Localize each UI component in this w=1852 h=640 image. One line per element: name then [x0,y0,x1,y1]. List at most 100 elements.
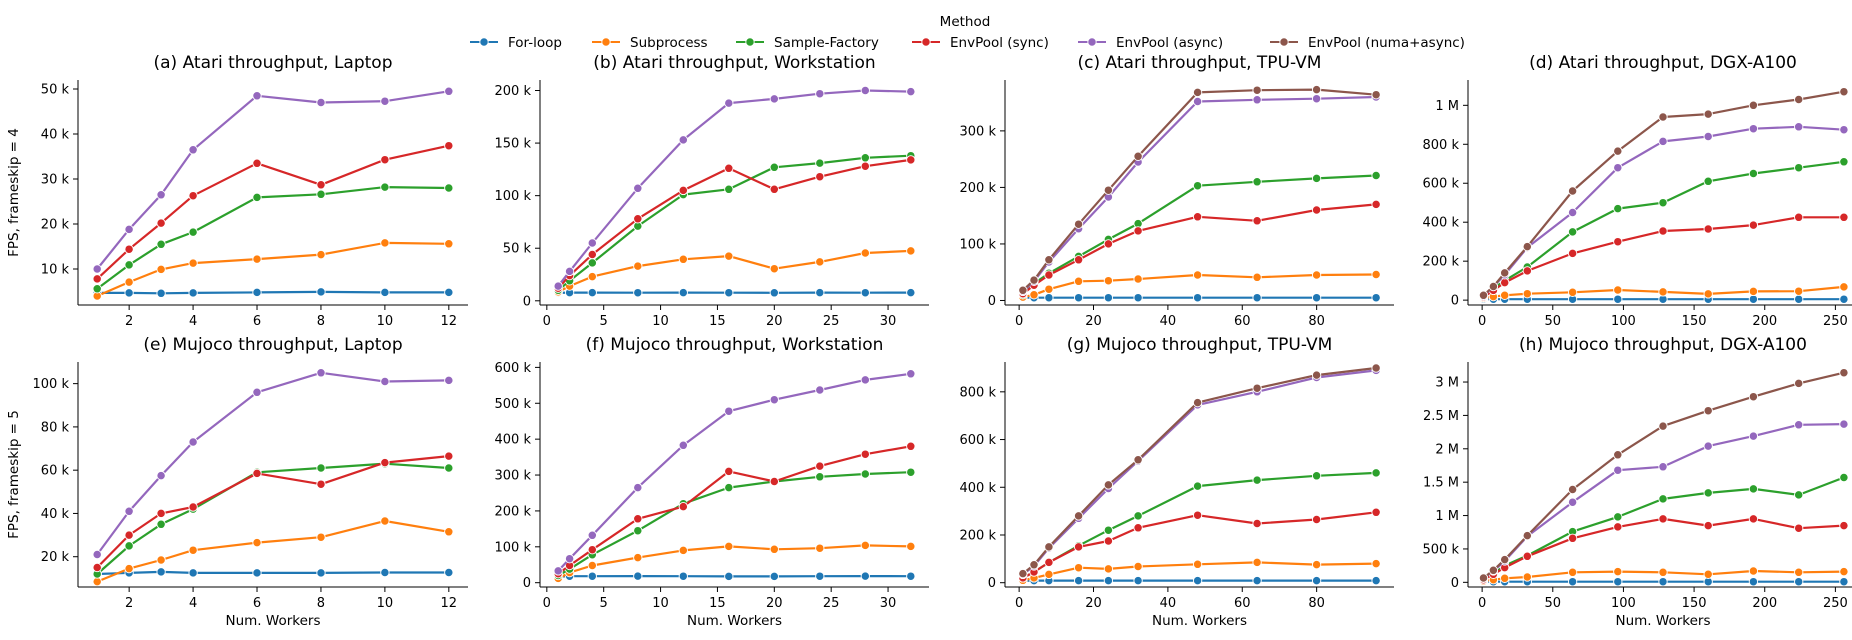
data-point [1748,124,1759,134]
series-envpool-numa-async [1478,368,1849,583]
data-point [380,155,390,165]
data-point [156,470,166,481]
x-tick-label: 0 [543,314,551,329]
data-point [1658,287,1668,297]
data-point [1839,87,1849,97]
legend-item-sample-factory: Sample-Factory [736,35,879,51]
series-line [557,544,911,580]
series-line [1482,90,1845,297]
series-line [96,371,449,556]
series-for-loop [1018,293,1381,303]
data-point [1703,520,1713,531]
data-point [1567,484,1578,495]
x-tick-label: 0 [1015,314,1023,329]
data-point [633,482,643,493]
data-point [1029,275,1039,285]
data-point [678,501,688,512]
data-point [1103,276,1114,286]
data-point [564,554,575,564]
data-point [633,288,643,298]
data-point [1658,567,1668,577]
y-tick-label: 0 [1451,576,1459,591]
data-point [587,560,597,571]
data-point [906,571,916,581]
data-point [815,461,825,471]
x-tick-label: 20 [1085,596,1102,611]
data-point [316,97,326,108]
data-point [1192,96,1203,107]
series-envpool-async [92,368,454,560]
data-point [316,180,326,190]
data-point [1371,468,1381,478]
data-point [587,545,597,555]
data-point [906,369,916,379]
data-point [1748,514,1759,524]
data-point [1658,112,1668,122]
series-line [1022,511,1377,579]
data-point [1748,100,1759,110]
data-point [1839,125,1849,135]
data-point [1192,293,1203,303]
panel-title: (e) Mujoco throughput, Laptop [143,335,402,355]
data-point [1478,573,1489,583]
data-point [1311,293,1322,303]
series-subprocess [1478,282,1849,303]
data-point [1658,136,1668,147]
data-point [1794,122,1804,132]
data-point [188,191,198,201]
y-tick-label: 300 k [960,124,997,139]
x-tick-label: 0 [1478,314,1486,329]
legend-marker [601,37,611,47]
data-point [1794,577,1804,587]
data-point [1252,575,1262,586]
data-point [1133,274,1143,284]
panel-e-mujoco-throughput-laptop: (e) Mujoco throughput, Laptop 2 4 6 8 10 12 20 … [6,335,468,629]
data-point [252,287,262,298]
series-for-loop [92,567,454,579]
data-point [188,288,198,298]
data-point [1371,558,1381,569]
series-envpool-async [553,85,916,291]
data-point [1794,286,1804,296]
data-point [1103,293,1114,303]
data-point [587,249,597,260]
data-point [1133,511,1143,521]
data-point [188,258,198,268]
data-point [906,467,916,477]
data-point [124,260,134,270]
data-point [815,543,825,553]
data-point [1044,255,1054,265]
data-point [1567,497,1578,507]
data-point [1794,212,1804,222]
x-tick-label: 12 [441,314,458,329]
data-point [1192,270,1203,280]
series-line [1022,366,1377,575]
data-point [906,246,916,256]
data-point [124,288,134,298]
data-point [1703,224,1713,234]
data-point [156,567,166,577]
x-tick-label: 20 [766,596,783,611]
data-point [1839,294,1849,304]
data-point [1613,237,1623,247]
legend-marker [1279,37,1289,47]
y-tick-label: 1 M [1435,99,1459,114]
data-point [380,567,390,578]
series-envpool-sync [92,141,454,284]
data-point [678,185,688,196]
data-point [156,190,166,200]
data-point [724,541,734,552]
data-point [1192,397,1203,408]
panel-title: (c) Atari throughput, TPU-VM [1078,53,1322,73]
legend-label: EnvPool (numa+async) [1308,35,1465,51]
data-point [587,271,597,282]
y-tick-label: 0 [523,576,531,591]
data-point [1839,282,1849,292]
x-tick-label: 100 [1611,314,1636,329]
data-point [316,189,326,199]
data-point [1794,378,1804,389]
data-point [1192,181,1203,191]
data-point [1658,198,1668,208]
data-point [1252,518,1262,529]
data-point [1103,480,1114,490]
